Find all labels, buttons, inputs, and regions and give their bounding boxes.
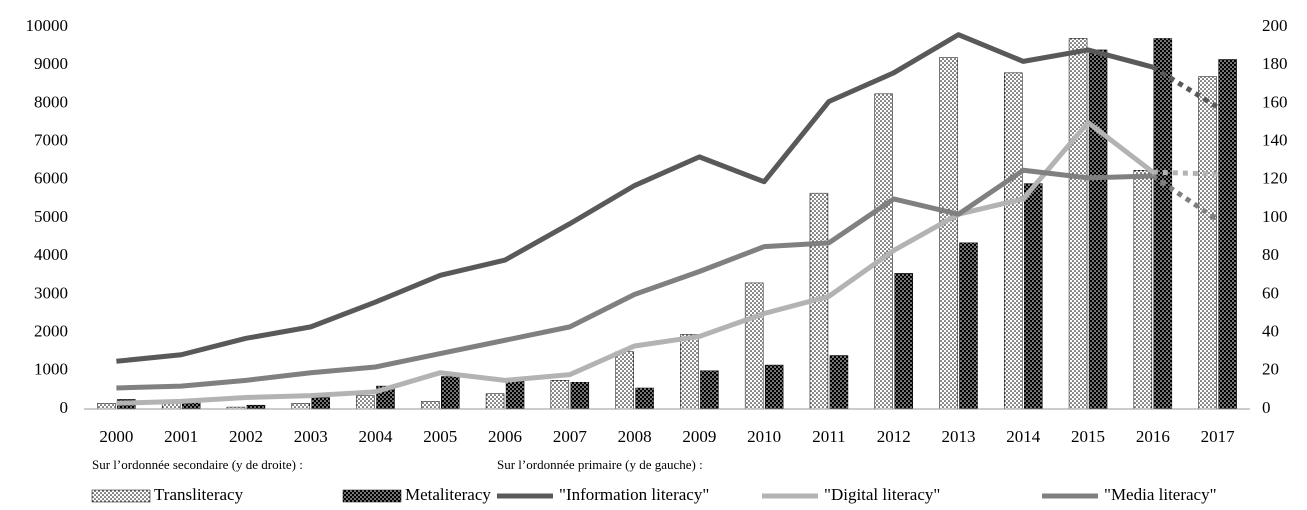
bar — [356, 395, 375, 410]
y2-tick-label: 180 — [1262, 54, 1288, 73]
line-projection — [1151, 64, 1219, 110]
x-tick-label: 2017 — [1201, 427, 1236, 446]
bar — [1068, 38, 1088, 410]
bar — [1024, 183, 1043, 410]
legend-label: Transliteracy — [154, 485, 244, 504]
x-tick-label: 2013 — [942, 427, 976, 446]
y2-tick-label: 20 — [1262, 360, 1279, 379]
y2-tick-label: 80 — [1262, 245, 1279, 264]
bar — [680, 334, 699, 410]
y-tick-label: 0 — [60, 398, 69, 417]
x-tick-label: 2004 — [359, 427, 394, 446]
bar — [485, 393, 505, 410]
y2-tick-label: 40 — [1262, 322, 1279, 341]
line — [116, 120, 1155, 406]
line — [116, 32, 1154, 364]
y-tick-label: 1000 — [34, 360, 68, 379]
line — [116, 167, 1153, 391]
bar — [570, 382, 590, 410]
bar — [1218, 59, 1237, 410]
y-tick-label: 4000 — [34, 245, 68, 264]
legend-note: Sur l’ordonnée secondaire (y de droite) … — [92, 457, 303, 472]
bar — [441, 376, 460, 410]
x-tick-label: 2008 — [618, 427, 652, 446]
y2-tick-label: 120 — [1262, 169, 1288, 188]
legend-label: Metaliteracy — [405, 485, 491, 504]
x-tick-label: 2005 — [423, 427, 457, 446]
bar — [1153, 38, 1173, 410]
y-tick-label: 5000 — [34, 207, 68, 226]
bar — [1133, 170, 1153, 410]
x-tick-label: 2002 — [229, 427, 263, 446]
bar — [700, 370, 719, 410]
bar — [894, 273, 913, 410]
bar — [311, 397, 330, 410]
x-tick-label: 2014 — [1006, 427, 1041, 446]
y-tick-label: 2000 — [34, 322, 68, 341]
y-tick-label: 3000 — [34, 283, 68, 302]
bar — [744, 282, 764, 410]
bar — [1004, 72, 1023, 410]
bar — [505, 380, 525, 410]
legend-swatch — [91, 489, 151, 503]
x-tick-label: 2000 — [99, 427, 133, 446]
legend-note: Sur l’ordonnée primaire (y de gauche) : — [497, 457, 703, 472]
x-tick-label: 2001 — [164, 427, 198, 446]
x-tick-label: 2016 — [1136, 427, 1170, 446]
y2-tick-label: 200 — [1262, 16, 1288, 35]
x-tick-label: 2010 — [747, 427, 781, 446]
bar — [959, 242, 978, 410]
x-tick-label: 2012 — [877, 427, 911, 446]
x-tick-label: 2007 — [553, 427, 588, 446]
line-projection — [1151, 173, 1220, 222]
legend-swatch — [342, 489, 402, 503]
y-tick-label: 6000 — [34, 169, 68, 188]
bar — [635, 387, 654, 410]
y2-tick-label: 60 — [1262, 283, 1279, 302]
bar — [421, 401, 440, 410]
x-tick-label: 2015 — [1071, 427, 1105, 446]
x-tick-label: 2011 — [812, 427, 845, 446]
y-tick-label: 10000 — [26, 16, 69, 35]
x-tick-label: 2006 — [488, 427, 522, 446]
y2-tick-label: 140 — [1262, 131, 1288, 150]
bar — [246, 404, 266, 410]
y-tick-label: 7000 — [34, 131, 68, 150]
y2-tick-label: 0 — [1262, 398, 1271, 417]
bar — [764, 364, 784, 410]
y2-tick-label: 160 — [1262, 92, 1288, 111]
bar — [615, 351, 634, 410]
legend-label: "Digital literacy" — [824, 485, 940, 504]
line-projection — [1152, 169, 1218, 177]
bar — [1088, 49, 1108, 410]
bar — [1198, 76, 1217, 410]
y2-tick-label: 100 — [1262, 207, 1288, 226]
bar — [939, 57, 958, 410]
legend-label: "Media literacy" — [1104, 485, 1217, 504]
y-tick-label: 9000 — [34, 54, 68, 73]
bar — [829, 355, 849, 410]
x-tick-label: 2009 — [682, 427, 716, 446]
bar — [97, 403, 116, 410]
y-tick-label: 8000 — [34, 92, 68, 111]
bar — [550, 380, 570, 410]
legend-label: "Information literacy" — [559, 485, 709, 504]
x-tick-label: 2003 — [294, 427, 328, 446]
bar — [291, 403, 310, 410]
